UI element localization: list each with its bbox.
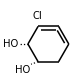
Text: HO: HO [15,65,31,75]
Text: HO: HO [3,39,18,49]
Text: Cl: Cl [32,11,42,21]
